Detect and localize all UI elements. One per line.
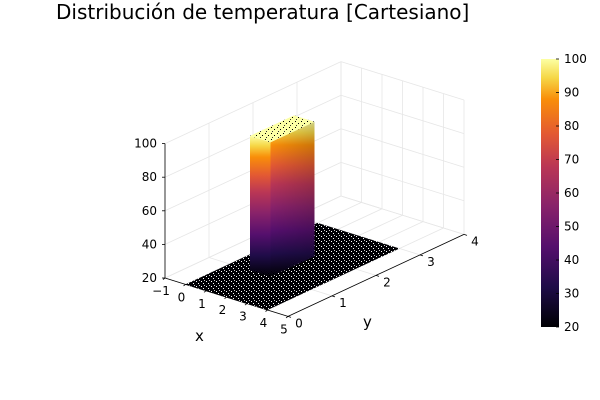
colorbar-tick-label: 80	[564, 119, 579, 133]
y-tick-mark	[331, 295, 336, 298]
colorbar-tick-label: 40	[564, 253, 579, 267]
z-tick-label: 80	[142, 170, 157, 184]
grid-line	[340, 61, 465, 101]
y-tick-mark	[287, 316, 292, 318]
z-tick-label: 40	[142, 237, 157, 251]
y-tick-label: 2	[383, 275, 391, 289]
x-tick-mark	[203, 290, 207, 293]
y-axis-label: y	[363, 313, 372, 331]
x-tick-label: 5	[280, 322, 288, 336]
y-tick-label: 1	[339, 296, 347, 310]
colorbar: 20 30 40 50 60 70 80 90 100	[541, 52, 587, 334]
x-tick-mark	[285, 316, 289, 319]
grid-line	[340, 128, 465, 168]
x-tick-label: 1	[198, 297, 206, 311]
colorbar-gradient	[541, 59, 559, 327]
colorbar-tick-label: 20	[564, 320, 579, 334]
y-tick-mark	[463, 234, 468, 236]
surface-top	[250, 115, 315, 143]
colorbar-tick-label: 90	[564, 86, 579, 100]
colorbar-tick-label: 100	[564, 52, 587, 66]
x-tick-mark	[183, 284, 186, 287]
colorbar-ticks: 20 30 40 50 60 70 80 90 100	[556, 52, 587, 334]
x-tick-mark	[224, 296, 227, 300]
chart-title: Distribución de temperatura [Cartesiano]	[56, 0, 469, 24]
colorbar-tick-label: 70	[564, 153, 579, 167]
grid-line	[164, 61, 342, 144]
grid-line	[340, 94, 465, 134]
surface-wall-front	[250, 135, 271, 277]
y-tick-mark	[375, 275, 380, 277]
x-tick-label: 2	[219, 303, 227, 317]
y-tick-label: 0	[295, 316, 303, 330]
grid-line	[340, 195, 465, 235]
surface	[185, 115, 400, 310]
x-tick-label: 0	[178, 290, 186, 304]
y-tick-label: 4	[471, 234, 479, 248]
x-tick-label: 4	[260, 316, 268, 330]
x-tick-mark	[265, 309, 268, 312]
colorbar-tick-label: 30	[564, 287, 579, 301]
x-tick-mark	[244, 303, 248, 306]
surface-wall-shade	[270, 121, 315, 277]
z-tick-label: 60	[142, 204, 157, 218]
colorbar-tick-label: 50	[564, 220, 579, 234]
x-axis-label: x	[195, 327, 204, 345]
y-tick-mark	[419, 254, 424, 257]
z-tick-label: 20	[142, 271, 157, 285]
grid-line	[340, 162, 465, 202]
x-tick-label: −1	[152, 284, 170, 298]
x-tick-label: 3	[239, 310, 247, 324]
y-tick-label: 3	[427, 255, 435, 269]
z-tick-label: 100	[134, 137, 157, 151]
colorbar-tick-label: 60	[564, 186, 579, 200]
